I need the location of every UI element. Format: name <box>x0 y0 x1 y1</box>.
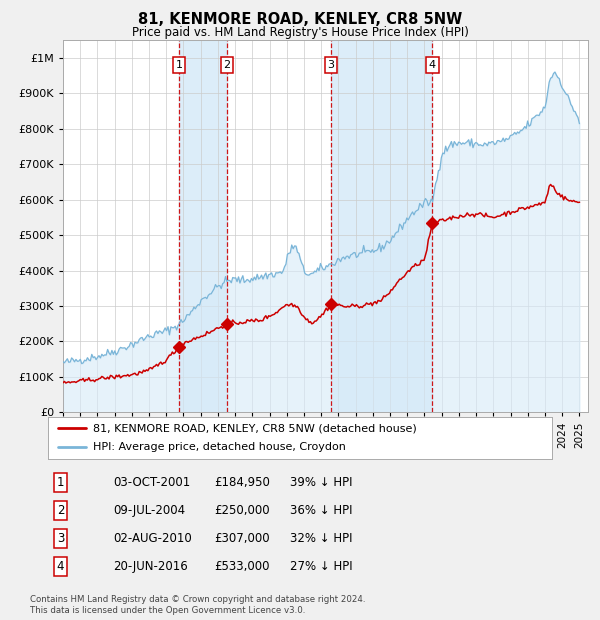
Text: This data is licensed under the Open Government Licence v3.0.: This data is licensed under the Open Gov… <box>30 606 305 616</box>
Text: Contains HM Land Registry data © Crown copyright and database right 2024.: Contains HM Land Registry data © Crown c… <box>30 595 365 604</box>
Bar <box>179 40 227 412</box>
Text: 20-JUN-2016: 20-JUN-2016 <box>113 560 188 573</box>
Text: 39% ↓ HPI: 39% ↓ HPI <box>290 476 352 489</box>
Text: 36% ↓ HPI: 36% ↓ HPI <box>290 503 352 516</box>
Text: 1: 1 <box>57 476 64 489</box>
Text: 27% ↓ HPI: 27% ↓ HPI <box>290 560 353 573</box>
Text: 1: 1 <box>176 60 182 70</box>
Text: 81, KENMORE ROAD, KENLEY, CR8 5NW (detached house): 81, KENMORE ROAD, KENLEY, CR8 5NW (detac… <box>94 423 417 433</box>
Bar <box>331 40 433 412</box>
Text: 2: 2 <box>223 60 230 70</box>
Text: 32% ↓ HPI: 32% ↓ HPI <box>290 531 352 544</box>
Text: £307,000: £307,000 <box>214 531 270 544</box>
Text: 09-JUL-2004: 09-JUL-2004 <box>113 503 185 516</box>
Text: 4: 4 <box>429 60 436 70</box>
Text: Price paid vs. HM Land Registry's House Price Index (HPI): Price paid vs. HM Land Registry's House … <box>131 26 469 39</box>
Text: 3: 3 <box>328 60 335 70</box>
Text: £533,000: £533,000 <box>214 560 270 573</box>
Text: £184,950: £184,950 <box>214 476 270 489</box>
Text: HPI: Average price, detached house, Croydon: HPI: Average price, detached house, Croy… <box>94 443 346 453</box>
Text: 4: 4 <box>57 560 64 573</box>
Text: 2: 2 <box>57 503 64 516</box>
Text: £250,000: £250,000 <box>214 503 270 516</box>
Text: 3: 3 <box>57 531 64 544</box>
Text: 81, KENMORE ROAD, KENLEY, CR8 5NW: 81, KENMORE ROAD, KENLEY, CR8 5NW <box>138 12 462 27</box>
Text: 02-AUG-2010: 02-AUG-2010 <box>113 531 192 544</box>
Text: 03-OCT-2001: 03-OCT-2001 <box>113 476 191 489</box>
